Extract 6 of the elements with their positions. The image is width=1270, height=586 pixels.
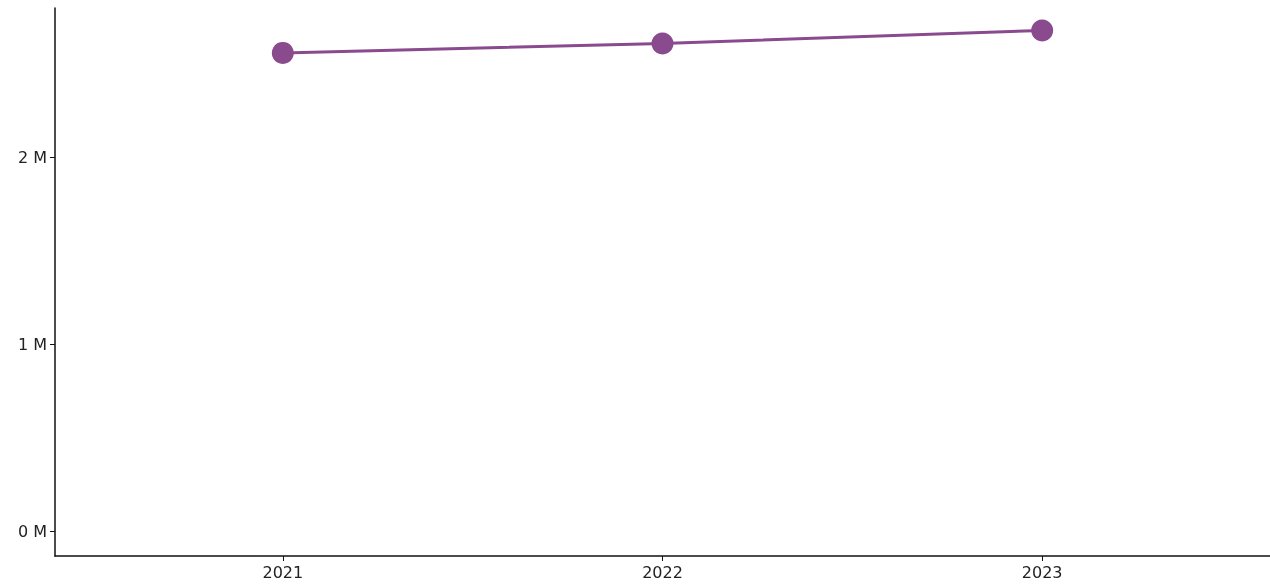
- y-tick-label: 1 M: [17, 335, 47, 355]
- x-tick-label: 2021: [262, 562, 304, 582]
- x-tick-label: 2022: [642, 562, 683, 582]
- y-tick-label: 2 M: [17, 148, 47, 168]
- y-tick-label: 0 M: [17, 522, 47, 542]
- x-tick-label: 2023: [1021, 562, 1063, 582]
